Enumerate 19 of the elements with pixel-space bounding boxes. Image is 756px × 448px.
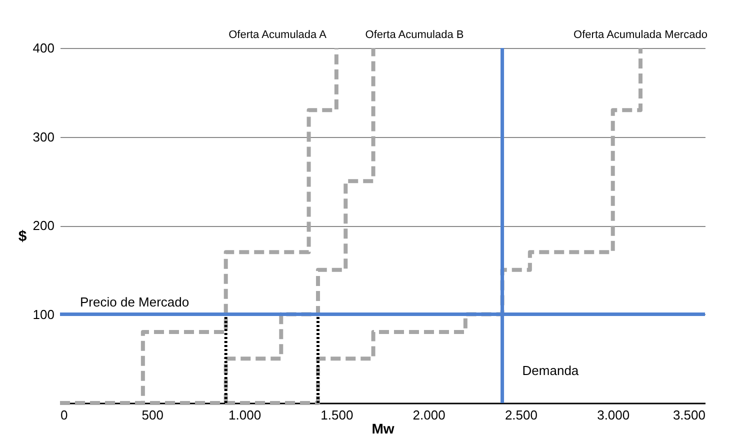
x-tick-label: 3.000 bbox=[597, 408, 630, 422]
series-label: Oferta Acumulada Mercado bbox=[574, 29, 708, 41]
x-tick-label: 1.500 bbox=[320, 408, 354, 422]
x-tick-label: 3.500 bbox=[672, 408, 706, 422]
x-tick-label: 1.000 bbox=[228, 408, 262, 422]
x-tick-label: 0 bbox=[60, 408, 68, 422]
x-tick-label: 500 bbox=[142, 408, 164, 422]
y-tick-label: 100 bbox=[32, 306, 54, 322]
y-tick-label: 300 bbox=[32, 129, 54, 144]
x-axis-title: Mw bbox=[372, 420, 394, 436]
x-tick-label: 2.500 bbox=[504, 408, 538, 422]
ref-line-label: Precio de Mercado bbox=[80, 294, 190, 310]
y-axis-title: $ bbox=[18, 228, 28, 245]
series-label: Oferta Acumulada B bbox=[365, 29, 464, 41]
series-label: Oferta Acumulada A bbox=[228, 29, 328, 41]
x-tick-label: 2.000 bbox=[412, 408, 446, 422]
ref-line-label: Demanda bbox=[522, 363, 580, 378]
y-tick-label: 400 bbox=[32, 40, 54, 56]
y-tick-label: 200 bbox=[32, 218, 54, 233]
